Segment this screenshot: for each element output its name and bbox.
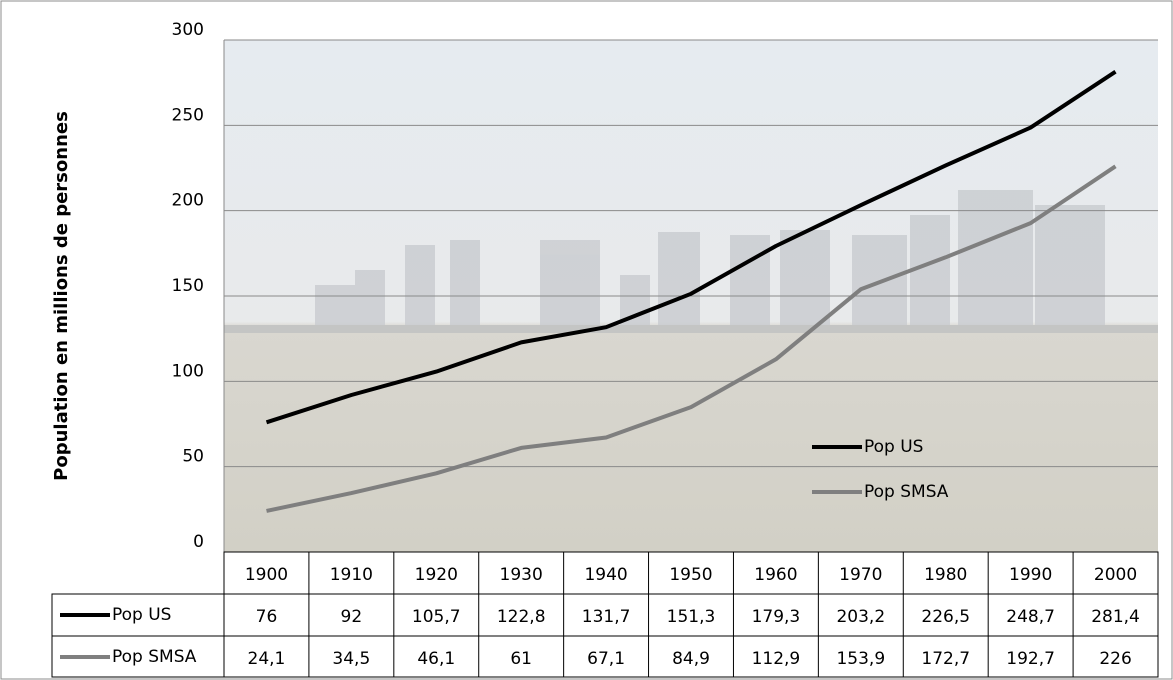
table-cell: 151,3 [667, 607, 716, 627]
y-tick-label: 50 [182, 447, 204, 467]
table-cell: 105,7 [412, 607, 461, 627]
x-tick-label: 1970 [839, 565, 882, 585]
table-cell: 248,7 [1006, 607, 1055, 627]
y-tick-label: 250 [172, 105, 204, 125]
x-tick-label: 1990 [1009, 565, 1052, 585]
table-cell: 153,9 [836, 649, 885, 669]
table-cell: 92 [341, 607, 363, 627]
y-tick-label: 300 [172, 20, 204, 40]
table-cell: 226,5 [921, 607, 970, 627]
x-tick-label: 1920 [415, 565, 458, 585]
legend-label: Pop US [864, 437, 923, 457]
table-cell: 131,7 [582, 607, 631, 627]
table-cell: 122,8 [497, 607, 546, 627]
table-cell: 61 [510, 649, 532, 669]
table-cell: 226 [1099, 649, 1131, 669]
table-cell: 84,9 [672, 649, 710, 669]
table-cell: 281,4 [1091, 607, 1140, 627]
table-cell: 192,7 [1006, 649, 1055, 669]
legend-label: Pop SMSA [864, 482, 949, 502]
table-cell: 112,9 [752, 649, 801, 669]
table-cell: 203,2 [836, 607, 885, 627]
x-tick-label: 1910 [330, 565, 373, 585]
x-tick-label: 1950 [669, 565, 712, 585]
y-tick-label: 0 [193, 532, 204, 552]
table-cell: 179,3 [752, 607, 801, 627]
table-row-header: Pop US [112, 605, 171, 625]
series-line [265, 70, 1117, 425]
table-cell: 24,1 [248, 649, 286, 669]
table-cell: 46,1 [417, 649, 455, 669]
table-cell: 172,7 [921, 649, 970, 669]
table-cell: 76 [256, 607, 278, 627]
table-cell: 67,1 [587, 649, 625, 669]
x-tick-label: 1960 [754, 565, 797, 585]
x-tick-label: 1930 [500, 565, 543, 585]
x-tick-label: 2000 [1094, 565, 1137, 585]
x-tick-label: 1900 [245, 565, 288, 585]
y-tick-label: 200 [172, 191, 204, 211]
y-axis-label: Population en millions de personnes [51, 111, 72, 481]
table-cell: 34,5 [332, 649, 370, 669]
x-tick-label: 1980 [924, 565, 967, 585]
x-tick-label: 1940 [584, 565, 627, 585]
series-line [266, 164, 1117, 513]
table-row-header: Pop SMSA [112, 647, 197, 667]
y-tick-label: 150 [172, 276, 204, 296]
y-tick-label: 100 [172, 361, 204, 381]
